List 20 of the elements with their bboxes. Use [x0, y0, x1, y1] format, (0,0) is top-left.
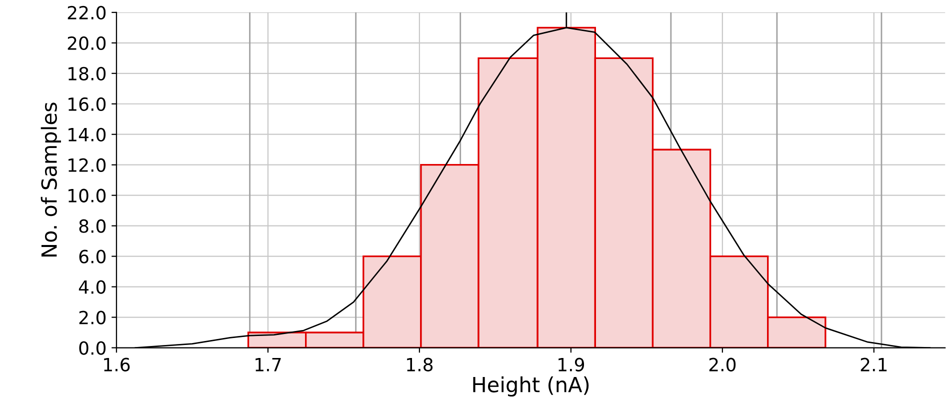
x-tick-label: 2.1 [860, 358, 887, 372]
y-axis-title: No. of Samples [40, 102, 61, 256]
y-tick-label: 6.0 [79, 250, 106, 264]
y-tick-label: 10.0 [68, 188, 106, 202]
y-tick-label: 16.0 [68, 97, 106, 111]
x-tick-label: 1.8 [407, 358, 433, 372]
y-tick-label: 22.0 [68, 6, 106, 20]
y-tick-label: 2.0 [79, 310, 106, 324]
y-tick-label: 8.0 [79, 219, 106, 233]
x-tick-label: 2.0 [709, 358, 736, 372]
x-tick-label: 1.6 [104, 358, 130, 372]
y-tick-label: 20.0 [68, 36, 106, 50]
y-tick-label: 12.0 [68, 158, 106, 172]
y-tick-label: 4.0 [78, 280, 106, 294]
y-tick-label: 14.0 [68, 128, 106, 142]
x-tick-label: 1.9 [558, 358, 584, 372]
x-tick-label: 1.7 [256, 358, 281, 372]
y-tick-label: 0.0 [79, 341, 106, 355]
x-axis-title: Height (nA) [473, 376, 589, 397]
y-tick-label: 18.0 [68, 66, 106, 81]
